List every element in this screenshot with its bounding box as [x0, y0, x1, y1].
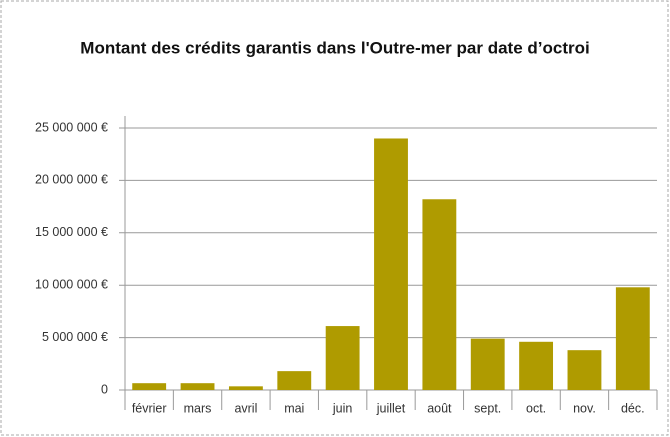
bar	[567, 350, 602, 390]
bar	[519, 341, 554, 390]
y-tick-label: 5 000 000 €	[42, 330, 108, 344]
bar	[132, 383, 167, 390]
y-tick-label: 10 000 000 €	[35, 277, 108, 291]
bar	[325, 326, 360, 390]
x-tick-label: février	[132, 401, 167, 415]
y-tick-label: 20 000 000 €	[35, 173, 108, 187]
y-tick-label: 25 000 000 €	[35, 120, 108, 134]
bar	[615, 287, 650, 390]
bar	[374, 138, 408, 390]
bar	[277, 371, 312, 390]
x-tick-label: août	[427, 401, 452, 415]
chart-title: Montant des crédits garantis dans l'Outr…	[80, 38, 589, 57]
x-tick-label: mai	[284, 401, 304, 415]
bar	[228, 386, 263, 390]
bar	[470, 338, 505, 390]
x-tick-label: déc.	[621, 401, 645, 415]
x-tick-label: avril	[234, 401, 257, 415]
x-tick-label: sept.	[474, 401, 501, 415]
y-tick-label: 0	[101, 382, 108, 396]
x-tick-label: nov.	[573, 401, 596, 415]
x-tick-label: mars	[184, 401, 212, 415]
x-tick-label: juin	[332, 401, 353, 415]
x-tick-label: oct.	[526, 401, 546, 415]
y-tick-label: 15 000 000 €	[35, 225, 108, 239]
bar	[180, 383, 215, 390]
bar	[422, 199, 457, 390]
x-tick-label: juillet	[376, 401, 406, 415]
